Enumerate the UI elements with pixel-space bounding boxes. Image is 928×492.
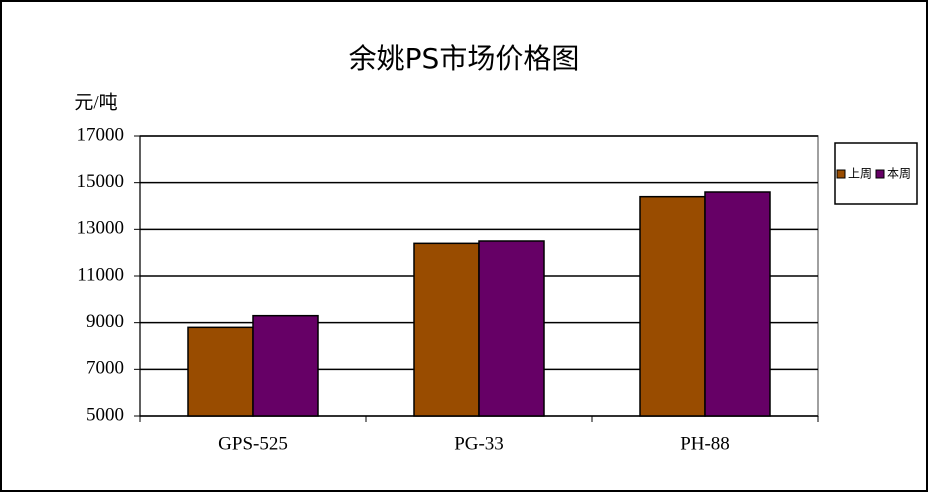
y-tick-label: 9000 [86,311,124,332]
x-tick-label: PH-88 [680,433,730,454]
y-tick-label: 17000 [77,124,125,145]
bar [639,195,706,417]
legend-label: 本周 [887,167,911,181]
legend-swatch [836,169,846,179]
x-tick-label: GPS-525 [218,433,288,454]
bar [252,314,319,417]
x-tick-label: PG-33 [454,433,504,454]
bar [187,326,254,417]
legend-label: 上周 [848,167,872,181]
bar [704,191,771,417]
y-axis-label: 元/吨 [74,91,117,113]
y-tick-label: 7000 [86,358,124,379]
bar [478,240,545,417]
y-tick-label: 15000 [77,171,125,192]
legend-swatch [875,169,885,179]
y-tick-label: 5000 [86,404,124,425]
bar [413,242,480,417]
y-tick-label: 11000 [77,264,124,285]
chart-title: 余姚PS市场价格图 [349,42,580,75]
y-tick-label: 13000 [77,218,125,239]
